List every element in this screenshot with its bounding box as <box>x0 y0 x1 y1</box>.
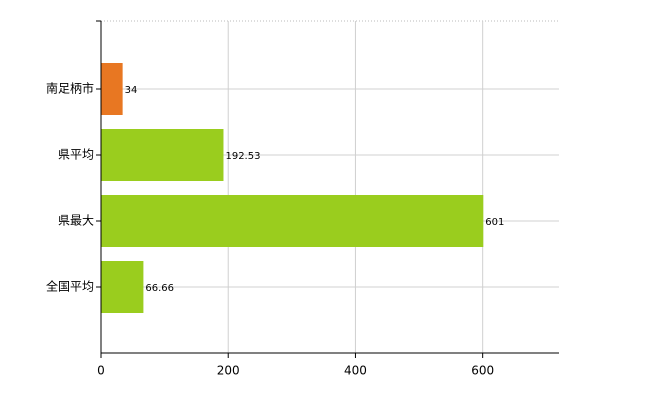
bar <box>101 63 123 115</box>
value-label: 601 <box>485 217 504 228</box>
y-tick-label: 全国平均 <box>46 279 94 294</box>
x-tick-label: 600 <box>471 364 494 378</box>
value-label: 66.66 <box>145 283 174 294</box>
x-tick-label: 0 <box>97 364 105 378</box>
bar <box>101 129 224 181</box>
value-label: 34 <box>125 85 138 96</box>
x-tick-label: 400 <box>344 364 367 378</box>
y-tick-label: 県平均 <box>58 148 94 162</box>
y-tick-label: 南足柄市 <box>46 81 94 96</box>
value-label: 192.53 <box>225 151 260 162</box>
bar <box>101 261 144 313</box>
bar <box>101 195 484 247</box>
y-tick-label: 県最大 <box>58 214 94 228</box>
x-tick-label: 200 <box>217 364 240 378</box>
